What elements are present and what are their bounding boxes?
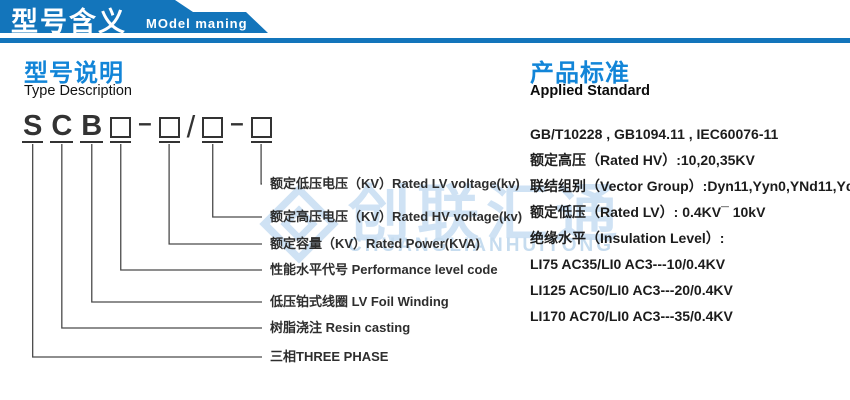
code-box-square bbox=[250, 117, 272, 138]
applied-standard-heading-zh: 产品标准 bbox=[530, 60, 630, 87]
standard-line: 绝缘水平（Insulation Level）: bbox=[530, 230, 725, 246]
code-char: C bbox=[50, 110, 74, 143]
applied-standard-heading-en: Applied Standard bbox=[530, 83, 651, 99]
standard-line: 额定低压（Rated LV）: 0.4KV¯ 10kV bbox=[530, 204, 766, 220]
type-description-heading-en: Type Description bbox=[24, 83, 132, 99]
callout-label: 树脂浇注 Resin casting bbox=[270, 320, 411, 335]
callout-label: 额定容量（KV）Rated Power(KVA) bbox=[270, 236, 480, 251]
standard-lines: GB/T10228 , GB1094.11 , IEC60076-11 额定高压（… bbox=[530, 127, 850, 324]
model-code-row: S C B – / – bbox=[22, 111, 272, 143]
code-char: B bbox=[80, 110, 104, 143]
banner-underline-bar bbox=[0, 38, 850, 43]
connector-line bbox=[212, 144, 262, 218]
standard-line: LI75 AC35/LI0 AC3---10/0.4KV bbox=[530, 256, 726, 272]
code-box-square bbox=[110, 117, 132, 138]
code-separator: – bbox=[138, 110, 152, 137]
connector-line bbox=[91, 144, 262, 303]
standard-line: 联结组别（Vector Group）:Dyn11,Yyn0,YNd11,Yd11 bbox=[530, 178, 850, 194]
banner-title: 型号含义 bbox=[11, 7, 127, 37]
standard-line: LI170 AC70/LI0 AC3---35/0.4KV bbox=[530, 308, 733, 324]
code-box bbox=[202, 117, 224, 143]
callout-label: 性能水平代号 Performance level code bbox=[270, 262, 498, 277]
connector-line bbox=[120, 144, 262, 271]
code-separator: / bbox=[186, 109, 196, 144]
callout-label: 额定高压电压（KV）Rated HV voltage(kv) bbox=[270, 209, 523, 224]
code-box bbox=[110, 117, 132, 143]
callout-label: 额定低压电压（KV）Rated LV voltage(kv) bbox=[270, 176, 520, 191]
code-box bbox=[250, 117, 272, 143]
connector-line bbox=[168, 144, 262, 245]
code-box-square bbox=[202, 117, 224, 138]
connector-line bbox=[32, 144, 262, 358]
standard-line: GB/T10228 , GB1094.11 , IEC60076-11 bbox=[530, 126, 779, 142]
callout-label: 低压铂式线圈 LV Foil Winding bbox=[270, 294, 449, 309]
connector-line bbox=[61, 144, 262, 329]
callout-label: 三相THREE PHASE bbox=[270, 349, 389, 364]
connector-line bbox=[260, 144, 262, 185]
code-separator: – bbox=[230, 110, 244, 137]
banner-subtitle: MOdel maning bbox=[146, 16, 248, 31]
code-box-square bbox=[158, 117, 180, 138]
standard-line: 额定高压（Rated HV）:10,20,35KV bbox=[530, 152, 755, 168]
code-char: S bbox=[22, 110, 44, 143]
standard-line: LI125 AC50/LI0 AC3---20/0.4KV bbox=[530, 282, 733, 298]
type-description-heading-zh: 型号说明 bbox=[24, 60, 124, 87]
code-box bbox=[158, 117, 180, 143]
